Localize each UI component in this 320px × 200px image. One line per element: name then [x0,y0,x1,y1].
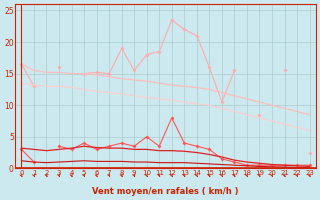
X-axis label: Vent moyen/en rafales ( km/h ): Vent moyen/en rafales ( km/h ) [92,187,239,196]
